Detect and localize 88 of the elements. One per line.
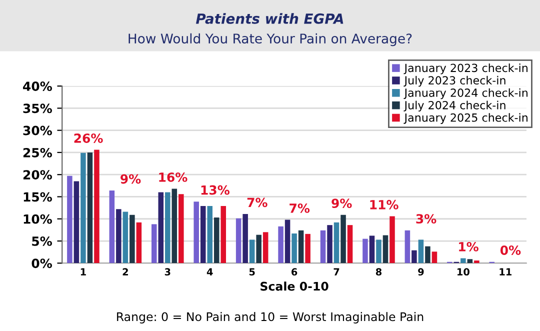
data-label: 1% [459,242,478,252]
x-tick-label: 10 [458,268,470,276]
data-label: 13% [201,185,230,195]
bar [284,220,290,264]
x-tick-label: 6 [292,268,298,276]
bar [334,222,340,264]
legend-label: January 2023 check-in [404,64,528,74]
bar [200,206,206,264]
bar [130,214,135,264]
y-tick-label: 30% [23,126,52,136]
x-tick-label: 3 [164,268,170,276]
bar [404,230,410,264]
y-tick-label: 20% [23,170,52,180]
data-label: 16% [159,172,188,182]
chart-subtitle: How Would You Rate Your Pain on Average? [128,33,412,46]
y-tick-label: 5% [32,236,52,246]
bar [178,194,184,264]
bar [425,246,430,264]
data-label: 26% [74,134,103,143]
data-label: 0% [500,246,521,255]
bar [412,250,417,264]
x-tick-label: 1 [80,268,86,276]
x-axis-title: Scale 0-10 [260,282,328,291]
bar [220,206,226,264]
bar [74,181,80,264]
bar [256,234,262,264]
x-tick-label: 4 [206,268,213,276]
bar [172,188,178,264]
bar [369,236,375,264]
bar [432,252,438,264]
chart-title: Patients with EGPA [196,13,344,24]
bar [158,192,164,264]
data-label: 7% [247,198,268,208]
bar [262,232,268,264]
bar [87,152,93,264]
data-label: 3% [416,214,436,224]
data-label: 7% [290,203,310,213]
data-label: 9% [120,174,141,184]
bar [467,259,473,264]
bar [207,206,212,264]
bar [340,214,346,264]
bar [249,240,255,264]
x-tick-label: 7 [334,268,340,276]
bar [390,216,395,264]
bar [298,230,304,264]
bar [109,190,115,264]
bar [80,152,86,264]
bar [165,192,170,264]
bar [278,226,284,264]
bar [122,212,128,264]
data-label: 9% [332,198,352,208]
bar [194,202,199,264]
legend-label: January 2024 check-in [404,88,528,100]
bar [382,235,388,264]
bar [376,240,382,264]
bar [236,218,242,264]
data-label: 11% [370,200,398,210]
y-tick-label: 40% [23,82,52,91]
bar [94,150,100,264]
bar [242,214,248,264]
bar [347,225,353,264]
y-tick-label: 10% [24,214,52,224]
y-tick-label: 15% [24,192,52,202]
y-tick-label: 35% [23,104,52,114]
text: Range: 0 = No Pain and 10 = Worst Imaginable Pain [117,312,424,324]
bar [460,258,466,264]
x-tick-label: 5 [249,268,255,276]
bar [67,176,72,264]
x-tick-label: 9 [418,268,424,276]
legend-label: July 2024 check-in [404,100,506,112]
bar [362,238,368,264]
bar [152,224,157,264]
x-tick-label: 8 [376,268,382,276]
bar [418,240,424,264]
bar [214,218,220,264]
bar [327,225,332,264]
y-tick-label: 25% [23,148,52,158]
bar [305,234,310,264]
bar [474,260,480,264]
x-tick-label: 11 [500,268,512,276]
bar [116,209,122,264]
y-tick-label: 0% [32,258,52,268]
bar [136,222,142,264]
bar [292,233,297,264]
x-tick-label: 2 [122,268,128,276]
legend-label: July 2023 check-in [404,76,506,87]
bar [320,230,326,264]
legend-label: January 2025 check-in [404,113,528,124]
